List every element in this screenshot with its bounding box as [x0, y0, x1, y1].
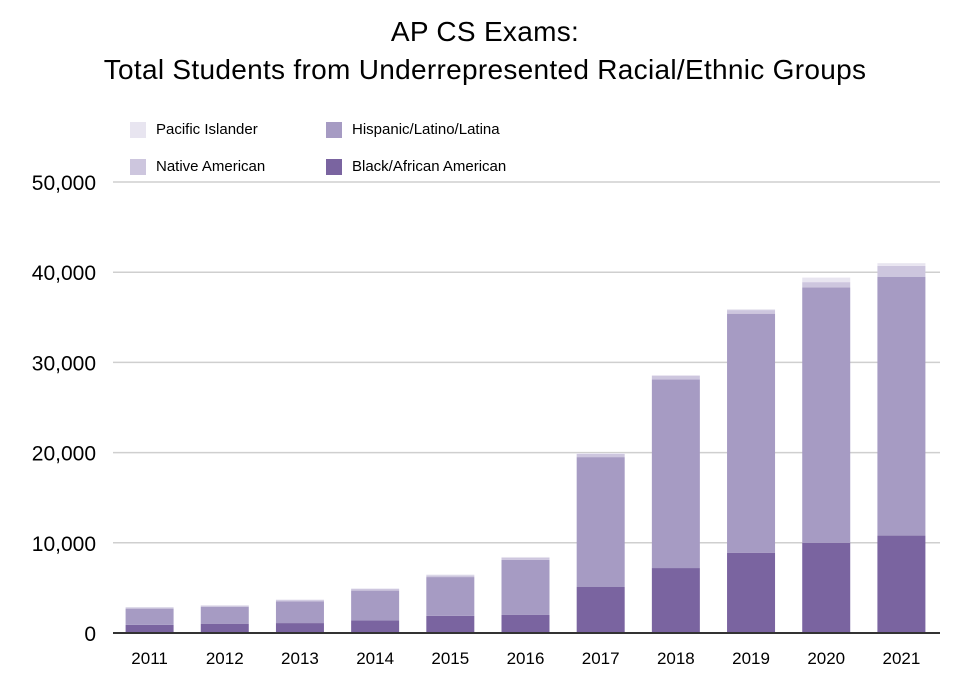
bar-2015-pacific-islander — [426, 574, 475, 576]
bar-2018-hispanic-latino-latina — [651, 379, 700, 569]
y-tick-label-30000: 30,000 — [32, 352, 96, 375]
x-tick-label-2020: 2020 — [807, 649, 845, 668]
bar-2012-pacific-islander — [200, 605, 249, 606]
legend-swatch-native-american — [130, 158, 146, 175]
bar-2018-pacific-islander — [651, 375, 700, 376]
bar-2014-pacific-islander — [351, 588, 400, 589]
bar-2013-hispanic-latino-latina — [275, 601, 324, 624]
bar-2019-hispanic-latino-latina — [727, 313, 776, 553]
y-tick-label-50000: 50,000 — [32, 172, 96, 195]
y-tick-label-10000: 10,000 — [32, 533, 96, 556]
chart-title-line2: Total Students from Underrepresented Rac… — [103, 54, 867, 85]
bar-2017-hispanic-latino-latina — [576, 457, 625, 587]
bar-2019-black-african-american — [727, 552, 776, 633]
x-tick-label-2015: 2015 — [431, 649, 469, 668]
bar-2012-native-american — [200, 605, 249, 607]
bar-2013-native-american — [275, 600, 324, 602]
bar-2017-native-american — [576, 453, 625, 458]
legend-label-pacific-islander: Pacific Islander — [156, 121, 258, 138]
bar-2018-black-african-american — [651, 568, 700, 633]
bar-2015-native-american — [426, 575, 475, 578]
legend-label-native-american: Native American — [156, 158, 266, 175]
x-tick-label-2013: 2013 — [281, 649, 319, 668]
bar-2014-hispanic-latino-latina — [351, 590, 400, 621]
legend-swatch-hispanic — [326, 121, 342, 138]
bar-2012-black-african-american — [200, 623, 249, 633]
x-tick-label-2014: 2014 — [356, 649, 394, 668]
x-tick-label-2018: 2018 — [657, 649, 695, 668]
legend-label-hispanic: Hispanic/Latino/Latina — [352, 121, 500, 138]
bar-2013-black-african-american — [275, 623, 324, 633]
bar-2016-native-american — [501, 557, 550, 560]
legend-label-black: Black/African American — [352, 158, 507, 175]
bar-2021-native-american — [877, 265, 926, 277]
x-tick-label-2019: 2019 — [732, 649, 770, 668]
bar-2011-black-african-american — [125, 624, 174, 633]
bar-2018-native-american — [651, 375, 700, 380]
bar-2013-pacific-islander — [275, 599, 324, 601]
bar-2012-hispanic-latino-latina — [200, 606, 249, 624]
bar-2021-black-african-american — [877, 535, 926, 633]
bar-2019-pacific-islander — [727, 309, 776, 311]
x-tick-label-2021: 2021 — [882, 649, 920, 668]
bar-2014-black-african-american — [351, 620, 400, 633]
bar-2020-pacific-islander — [802, 277, 851, 283]
y-tick-label-0: 0 — [84, 623, 96, 646]
bar-2019-native-american — [727, 310, 776, 314]
bar-2014-native-american — [351, 588, 400, 591]
x-tick-label-2016: 2016 — [507, 649, 545, 668]
bar-2011-pacific-islander — [125, 607, 174, 608]
bar-2016-pacific-islander — [501, 556, 550, 558]
legend-swatch-black — [326, 158, 342, 175]
bar-2021-hispanic-latino-latina — [877, 276, 926, 536]
x-tick-label-2011: 2011 — [131, 649, 168, 668]
bar-2011-hispanic-latino-latina — [125, 608, 174, 625]
bar-2020-hispanic-latino-latina — [802, 287, 851, 543]
bar-2021-pacific-islander — [877, 263, 926, 266]
legend-item-pacific-islander: Pacific Islander — [130, 121, 258, 138]
legend-item-native-american: Native American — [130, 158, 265, 175]
y-tick-label-20000: 20,000 — [32, 443, 96, 466]
bar-2016-hispanic-latino-latina — [501, 559, 550, 615]
chart-title-line1: AP CS Exams: — [390, 16, 580, 47]
bar-2015-hispanic-latino-latina — [426, 577, 475, 616]
legend-swatch-pacific-islander — [130, 121, 146, 138]
x-tick-label-2012: 2012 — [206, 649, 244, 668]
legend-item-hispanic: Hispanic/Latino/Latina — [326, 121, 500, 138]
bar-2016-black-african-american — [501, 614, 550, 633]
bar-2017-pacific-islander — [576, 453, 625, 454]
bar-2020-native-american — [802, 282, 851, 288]
y-tick-label-40000: 40,000 — [32, 262, 96, 285]
bar-2017-black-african-american — [576, 586, 625, 633]
legend-item-black: Black/African American — [326, 158, 506, 175]
x-tick-label-2017: 2017 — [582, 649, 620, 668]
bar-2011-native-american — [125, 607, 174, 609]
bar-2015-black-african-american — [426, 615, 475, 633]
bar-2020-black-african-american — [802, 542, 851, 633]
